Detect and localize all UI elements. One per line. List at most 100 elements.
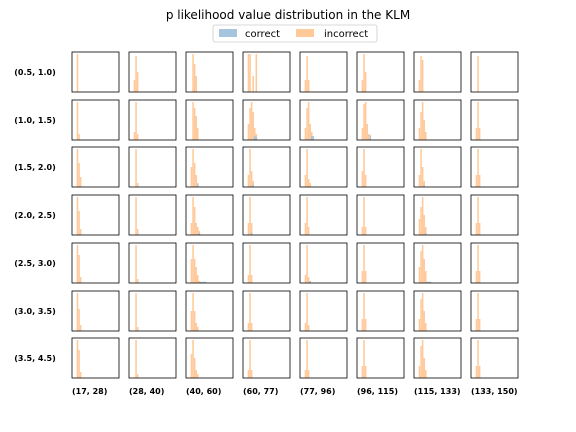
histogram-bar-incorrect (307, 325, 310, 331)
legend-swatch-correct (219, 29, 237, 37)
histogram-panel (185, 146, 234, 188)
histogram-bar-incorrect (307, 227, 310, 235)
histogram-bar-incorrect (361, 227, 364, 235)
histogram-bar-incorrect (420, 56, 422, 92)
histogram-bar-incorrect (424, 132, 427, 140)
histogram-panel (413, 146, 462, 188)
histogram-bar-incorrect (195, 116, 197, 140)
histogram-bar-incorrect (249, 293, 251, 331)
panel-frame (299, 290, 348, 332)
panel-frame (413, 99, 462, 141)
histogram-bar-incorrect (420, 346, 422, 378)
histogram-bar-incorrect (420, 112, 422, 140)
histogram-bar-incorrect (136, 279, 139, 283)
histogram-bar-incorrect (249, 197, 251, 235)
histogram-bar-incorrect (135, 293, 137, 331)
histogram-bar-incorrect (247, 124, 250, 140)
histogram-bar-incorrect (477, 102, 479, 140)
histogram-panel (413, 337, 462, 379)
histogram-bar-incorrect (304, 223, 307, 235)
histogram-bar-incorrect (478, 271, 481, 283)
histogram-bar-incorrect (418, 366, 421, 378)
histogram-panel (128, 99, 177, 141)
panel-frame (299, 99, 348, 141)
histogram-bar-incorrect (363, 245, 365, 283)
histogram-bar-incorrect (418, 219, 421, 235)
histogram-panel (71, 242, 120, 284)
histogram-bar-incorrect (304, 175, 307, 187)
histogram-bar-incorrect (247, 54, 250, 92)
histogram-bar-incorrect (424, 370, 427, 378)
histogram-bar-incorrect (135, 197, 137, 235)
histogram-bar-correct (426, 281, 429, 283)
panel-frame (128, 337, 177, 379)
legend-label-incorrect: incorrect (324, 29, 368, 40)
histogram-bar-incorrect (421, 245, 424, 283)
histogram-bar-incorrect (76, 293, 79, 331)
histogram-bar-incorrect (247, 223, 250, 235)
histogram-bar-incorrect (249, 340, 251, 378)
histogram-bar-incorrect (249, 245, 251, 283)
histogram-panel (356, 242, 405, 284)
histogram-bar-incorrect (423, 311, 425, 331)
panel-frame (242, 194, 291, 236)
histogram-bar-incorrect (135, 340, 137, 378)
histogram-panel (242, 146, 291, 188)
histogram-bar-correct (253, 136, 256, 140)
histogram-bar-incorrect (363, 293, 365, 331)
legend-box (212, 24, 378, 43)
histogram-bar-incorrect (78, 211, 80, 235)
panel-frame (128, 194, 177, 236)
histogram-bar-incorrect (133, 80, 136, 92)
histogram-bar-incorrect (361, 271, 364, 283)
panel-frame (356, 99, 405, 141)
histogram-panel (299, 99, 348, 141)
panel-frame (128, 242, 177, 284)
histogram-bar-incorrect (192, 149, 194, 187)
histogram-panel (470, 194, 519, 236)
histogram-panel (128, 290, 177, 332)
histogram-panel (470, 51, 519, 93)
histogram-bar-incorrect (250, 323, 253, 331)
histogram-bar-incorrect (361, 171, 364, 187)
histogram-bar-incorrect (418, 175, 421, 187)
histogram-bar-incorrect (307, 80, 310, 92)
histogram-bar-incorrect (250, 223, 253, 235)
histogram-bar-correct (201, 281, 204, 283)
panel-frame (413, 290, 462, 332)
panel-frame (470, 337, 519, 379)
panel-frame (185, 99, 234, 141)
histogram-bar-incorrect (252, 112, 254, 140)
histogram-bar-correct (310, 136, 313, 140)
histogram-bar-incorrect (306, 56, 308, 92)
histogram-bar-incorrect (78, 309, 80, 331)
histogram-bar-incorrect (193, 259, 196, 283)
histogram-bar-incorrect (304, 370, 307, 378)
histogram-bar-incorrect (475, 319, 478, 331)
histogram-bar-incorrect (307, 179, 310, 187)
histogram-panel (185, 242, 234, 284)
histogram-panel (470, 242, 519, 284)
histogram-bar-incorrect (193, 311, 196, 331)
histogram-bar-incorrect (79, 177, 82, 187)
histogram-bar-incorrect (364, 271, 367, 283)
histogram-bar-incorrect (196, 275, 199, 283)
histogram-bar-incorrect (421, 60, 424, 92)
histogram-panel (71, 146, 120, 188)
histogram-bar-incorrect (192, 197, 194, 235)
panel-frame (242, 146, 291, 188)
histogram-bar-incorrect (307, 370, 310, 378)
histogram-bar-incorrect (196, 374, 199, 378)
histogram-bar-correct (204, 281, 207, 283)
panel-frame (185, 51, 234, 93)
row-label: (1.5, 2.0) (14, 163, 55, 172)
panel-frame (128, 51, 177, 93)
histogram-bar-incorrect (79, 372, 82, 378)
histogram-bar-incorrect (421, 340, 424, 378)
panel-frame (413, 242, 462, 284)
histogram-panel (185, 194, 234, 236)
histogram-bar-incorrect (477, 293, 479, 331)
histogram-bar-incorrect (190, 354, 193, 378)
histogram-bar-incorrect (423, 215, 425, 235)
histogram-panel (356, 146, 405, 188)
